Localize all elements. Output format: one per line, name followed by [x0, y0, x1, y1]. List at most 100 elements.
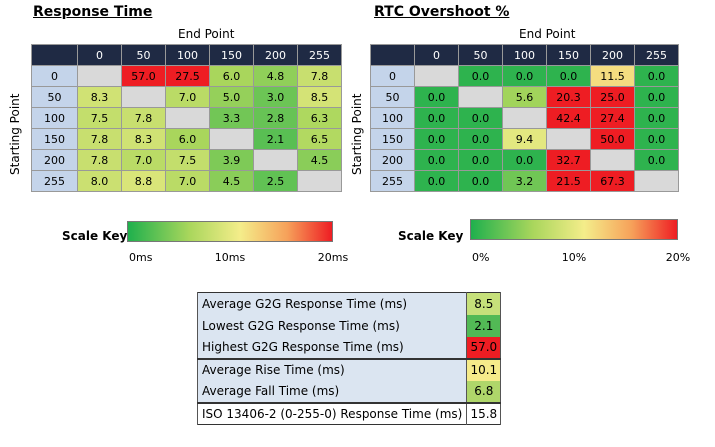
diagonal-cell [77, 65, 122, 87]
column-header-50: 50 [121, 44, 166, 66]
heatmap-cell: 6.0 [209, 65, 254, 87]
summary-label: Average Rise Time (ms) [196, 357, 468, 381]
heatmap-cell: 21.5 [546, 170, 591, 192]
diagonal-cell [414, 65, 459, 87]
heatmap-cell: 2.8 [253, 107, 298, 129]
row-header-100: 100 [31, 107, 78, 129]
matrix-corner [31, 44, 78, 66]
response-time-matrix: 0 50 100 150 200 255 0 57.0 27.5 6.0 4.8 7.8 50 8.3 7.… [31, 44, 342, 192]
diagonal-cell [121, 86, 166, 108]
column-header-50: 50 [458, 44, 503, 66]
heatmap-cell: 0.0 [634, 149, 679, 171]
heatmap-cell: 0.0 [414, 86, 459, 108]
row-header-0: 0 [31, 65, 78, 87]
heatmap-cell: 0.0 [414, 128, 459, 150]
heatmap-cell: 5.0 [209, 86, 254, 108]
row-header-150: 150 [370, 128, 415, 150]
heatmap-cell: 0.0 [546, 65, 591, 87]
heatmap-cell: 0.0 [458, 128, 503, 150]
heatmap-cell: 9.4 [502, 128, 547, 150]
row-header-255: 255 [31, 170, 78, 192]
heatmap-cell: 3.0 [253, 86, 298, 108]
heatmap-cell: 0.0 [634, 86, 679, 108]
diagonal-cell [502, 107, 547, 129]
diagonal-cell [458, 86, 503, 108]
summary-label: Lowest G2G Response Time (ms) [196, 314, 468, 337]
heatmap-cell: 27.4 [590, 107, 635, 129]
summary-label: ISO 13406-2 (0-255-0) Response Time (ms) [196, 401, 468, 425]
heatmap-cell: 0.0 [414, 107, 459, 129]
diagonal-cell [297, 170, 342, 192]
column-header-150: 150 [209, 44, 254, 66]
heatmap-cell: 4.5 [297, 149, 342, 171]
heatmap-cell: 11.5 [590, 65, 635, 87]
heatmap-cell: 2.1 [253, 128, 298, 150]
column-header-200: 200 [590, 44, 635, 66]
summary-label: Average Fall Time (ms) [196, 380, 468, 403]
heatmap-cell: 8.3 [77, 86, 122, 108]
heatmap-cell: 42.4 [546, 107, 591, 129]
heatmap-cell: 3.3 [209, 107, 254, 129]
rtc-overshoot-matrix: 0 50 100 150 200 255 0 0.0 0.0 0.0 11.5 0.0 50 0.0 5.6… [370, 44, 679, 192]
row-header-0: 0 [370, 65, 415, 87]
heatmap-cell: 0.0 [502, 65, 547, 87]
heatmap-cell: 27.5 [165, 65, 210, 87]
response-time-x-axis-label: End Point [178, 27, 235, 41]
heatmap-cell: 7.8 [297, 65, 342, 87]
diagonal-cell [590, 149, 635, 171]
diagonal-cell [253, 149, 298, 171]
summary-table: Average G2G Response Time (ms) 8.5 Lowest … [196, 292, 502, 425]
heatmap-cell: 7.0 [165, 86, 210, 108]
rtc-overshoot-scale-bar [470, 219, 678, 240]
summary-label: Highest G2G Response Time (ms) [196, 336, 468, 359]
summary-value: 57.0 [466, 336, 502, 359]
heatmap-cell: 6.3 [297, 107, 342, 129]
heatmap-cell: 6.5 [297, 128, 342, 150]
heatmap-cell: 0.0 [458, 65, 503, 87]
scale-tick-label: 20% [665, 251, 691, 264]
heatmap-cell: 0.0 [414, 149, 459, 171]
heatmap-cell: 7.8 [77, 128, 122, 150]
summary-value: 6.8 [466, 380, 502, 403]
heatmap-cell: 7.5 [165, 149, 210, 171]
column-header-255: 255 [297, 44, 342, 66]
heatmap-cell: 0.0 [458, 170, 503, 192]
row-header-150: 150 [31, 128, 78, 150]
rtc-overshoot-scale-key-label: Scale Key [398, 229, 464, 243]
column-header-0: 0 [414, 44, 459, 66]
row-header-50: 50 [370, 86, 415, 108]
rtc-overshoot-x-axis-label: End Point [519, 27, 576, 41]
heatmap-cell: 0.0 [414, 170, 459, 192]
heatmap-cell: 7.0 [121, 149, 166, 171]
heatmap-cell: 57.0 [121, 65, 166, 87]
heatmap-cell: 7.5 [77, 107, 122, 129]
row-header-200: 200 [31, 149, 78, 171]
heatmap-cell: 7.0 [165, 170, 210, 192]
heatmap-cell: 0.0 [458, 107, 503, 129]
response-time-title: Response Time [33, 4, 153, 20]
heatmap-cell: 0.0 [502, 149, 547, 171]
scale-tick-label: 10ms [214, 251, 246, 264]
heatmap-cell: 20.3 [546, 86, 591, 108]
diagonal-cell [546, 128, 591, 150]
heatmap-cell: 4.5 [209, 170, 254, 192]
heatmap-cell: 7.8 [121, 107, 166, 129]
response-time-scale-bar [127, 221, 333, 242]
column-header-255: 255 [634, 44, 679, 66]
matrix-corner [370, 44, 415, 66]
summary-label: Average G2G Response Time (ms) [196, 292, 468, 315]
column-header-100: 100 [502, 44, 547, 66]
response-time-y-axis-label: Starting Point [8, 93, 22, 175]
heatmap-cell: 2.5 [253, 170, 298, 192]
heatmap-cell: 8.8 [121, 170, 166, 192]
heatmap-cell: 25.0 [590, 86, 635, 108]
diagonal-cell [209, 128, 254, 150]
heatmap-cell: 8.3 [121, 128, 166, 150]
rtc-overshoot-title: RTC Overshoot % [374, 4, 510, 20]
summary-value: 8.5 [466, 292, 502, 315]
heatmap-cell: 67.3 [590, 170, 635, 192]
rtc-overshoot-y-axis-label: Starting Point [350, 93, 364, 175]
row-header-50: 50 [31, 86, 78, 108]
heatmap-cell: 7.8 [77, 149, 122, 171]
summary-value: 2.1 [466, 314, 502, 337]
